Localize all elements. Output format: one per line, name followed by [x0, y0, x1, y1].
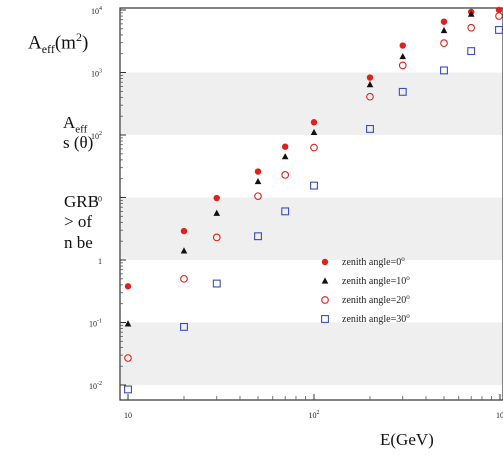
- data-point: [310, 181, 318, 190]
- bg-aeff-base: A: [63, 113, 76, 132]
- legend-degree: o: [406, 293, 410, 301]
- a-eff-label-close: ): [81, 32, 89, 54]
- data-point: [124, 283, 132, 290]
- a-eff-label-sub: eff: [41, 42, 55, 57]
- y-tick-label: 10-1: [89, 319, 102, 329]
- y-tick-label: 1: [98, 257, 102, 266]
- series-1: [124, 10, 475, 327]
- bg-text-a-eff: Aeff(m2): [28, 30, 88, 57]
- y-tick-label: 10-2: [89, 381, 102, 391]
- data-point: [366, 124, 374, 133]
- legend-label: zenith angle=10o: [342, 274, 410, 287]
- grid-band: [121, 322, 502, 385]
- axis-ticks: 10-2 10-1 1 10 102 103 104 10 102 10: [89, 6, 503, 420]
- data-point: [440, 26, 448, 34]
- series-3: [124, 25, 503, 394]
- data-point: [124, 354, 132, 362]
- legend-degree: o: [401, 255, 405, 263]
- bg-text-theta: s (θ): [63, 133, 94, 152]
- data-point: [124, 385, 132, 394]
- data-point: [310, 119, 318, 126]
- data-points: [124, 6, 503, 394]
- data-point: [467, 23, 476, 32]
- data-point: [495, 25, 503, 34]
- data-point: [180, 227, 188, 235]
- series-2: [124, 12, 503, 362]
- x-axis-label: E(GeV): [380, 430, 434, 449]
- bg-aeff-sub: eff: [75, 123, 88, 136]
- data-point: [254, 232, 262, 241]
- bg-text-be: n be: [64, 233, 93, 252]
- data-point: [399, 52, 407, 60]
- data-point: [366, 92, 374, 101]
- data-point: [281, 207, 290, 216]
- data-point: [366, 81, 374, 88]
- data-point: [310, 143, 318, 152]
- bg-text-of: > of: [64, 212, 92, 231]
- data-point: [440, 39, 448, 47]
- data-point: [440, 18, 448, 25]
- a-eff-label-unit: (m: [54, 32, 76, 54]
- data-point: [213, 209, 221, 216]
- data-point: [213, 194, 220, 202]
- data-point: [440, 66, 448, 75]
- grid-band: [121, 72, 502, 135]
- data-point: [467, 47, 476, 56]
- data-point: [398, 87, 407, 96]
- y-tick-label: 10: [94, 195, 102, 204]
- legend-degree: o: [406, 274, 410, 282]
- data-point: [254, 177, 262, 185]
- y-tick-label: 102: [91, 131, 102, 141]
- bg-text-aeff-fragment: Aeff: [63, 113, 87, 135]
- y-tick-exponent: 2: [99, 131, 102, 137]
- legend-marker: [321, 258, 329, 266]
- bg-text-grb: GRB: [64, 192, 99, 211]
- y-tick-exponent: 4: [99, 6, 102, 12]
- series-0: [124, 6, 503, 290]
- data-point: [467, 10, 475, 17]
- x-tick-label: 10: [496, 411, 503, 420]
- grid-band: [121, 197, 502, 260]
- legend: zenith angle=0o zenith angle=10o zenith an…: [321, 255, 410, 325]
- legend-marker: [321, 296, 329, 304]
- legend-label: zenith angle=20o: [342, 293, 410, 306]
- data-point: [495, 6, 503, 14]
- data-point: [124, 320, 132, 327]
- data-point: [212, 279, 221, 288]
- data-point: [399, 42, 406, 49]
- data-point: [180, 322, 188, 331]
- data-point: [281, 153, 289, 160]
- data-point: [310, 128, 318, 136]
- y-tick-exponent: -2: [97, 381, 102, 387]
- x-tick-label: 102: [309, 410, 320, 420]
- data-point: [254, 168, 262, 175]
- data-point: [254, 192, 262, 201]
- data-point: [366, 74, 374, 81]
- data-point: [180, 274, 188, 283]
- data-point: [180, 247, 188, 254]
- legend-marker: [321, 277, 329, 284]
- a-eff-label-base: A: [28, 32, 42, 54]
- x-tick-label: 10: [124, 411, 132, 420]
- plot-frame: [119, 7, 503, 401]
- y-tick-exponent: -1: [97, 319, 102, 325]
- legend-degree: o: [406, 312, 410, 320]
- data-point: [398, 61, 407, 70]
- legend-marker: [321, 315, 329, 323]
- legend-label: zenith angle=0o: [342, 255, 405, 268]
- data-point: [281, 171, 290, 179]
- legend-label: zenith angle=30o: [342, 312, 410, 325]
- a-eff-label-sup: 2: [75, 30, 82, 44]
- data-point: [281, 143, 289, 150]
- y-tick-label: 103: [91, 69, 102, 79]
- grid-bands: [121, 72, 502, 385]
- data-point: [212, 233, 221, 242]
- y-tick-exponent: 3: [99, 69, 102, 75]
- x-tick-exponent: 2: [317, 410, 320, 416]
- data-point: [495, 12, 503, 20]
- y-tick-label: 104: [91, 6, 102, 16]
